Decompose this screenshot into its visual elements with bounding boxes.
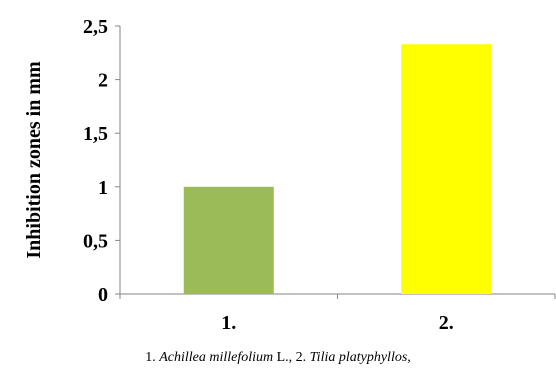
bar-2 [401, 44, 492, 294]
caption-species-1: Achillea millefolium [159, 350, 274, 365]
y-tick-label: 0 [98, 284, 108, 306]
x-axis: 1. 2. [119, 293, 556, 334]
x-tick-label: 1. [221, 312, 236, 334]
figure-caption: 1. Achillea millefolium L., 2. Tilia pla… [0, 350, 556, 366]
y-tick-label: 2,5 [83, 16, 108, 38]
caption-species-2: Tilia platyphyllos, [309, 350, 411, 365]
y-axis: 0 0,5 1 1,5 2 2,5 [83, 16, 121, 306]
y-tick-label: 2 [98, 70, 108, 92]
y-axis-title: Inhibition zones in mm [23, 61, 45, 259]
bar-1 [183, 186, 274, 294]
y-ticks: 0 0,5 1 1,5 2 2,5 [83, 16, 120, 306]
bars [183, 44, 492, 294]
caption-number-2: 2. [295, 350, 307, 365]
caption-number-1: 1. [145, 350, 156, 365]
x-tick-label: 2. [439, 312, 454, 334]
y-tick-label: 1 [98, 177, 108, 199]
y-tick-label: 0,5 [83, 230, 108, 252]
y-tick-label: 1,5 [83, 123, 108, 145]
caption-author-1: L., [276, 350, 293, 365]
x-ticks: 1. 2. [119, 294, 556, 334]
